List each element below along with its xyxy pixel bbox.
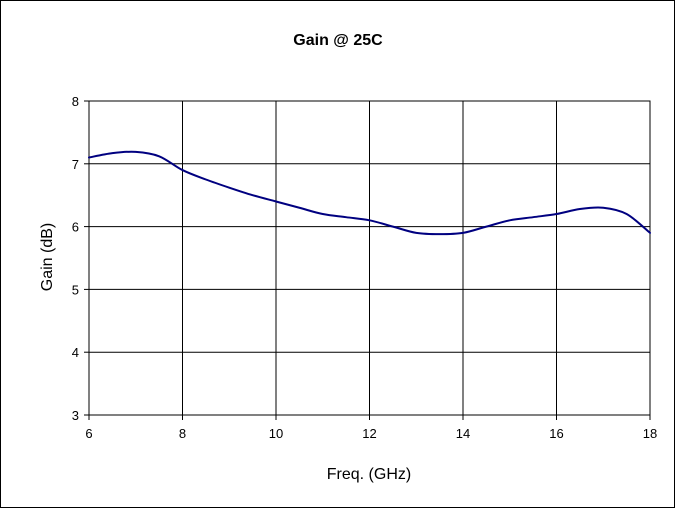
y-tick-label: 3 — [72, 408, 79, 423]
x-tick-label: 12 — [362, 426, 376, 441]
y-tick-label: 7 — [72, 157, 79, 172]
series-layer — [88, 150, 651, 236]
x-axis-title: Freq. (GHz) — [327, 466, 411, 483]
y-tick-label: 8 — [72, 94, 79, 109]
x-tick-label: 14 — [456, 426, 470, 441]
x-tick-label: 18 — [643, 426, 657, 441]
x-tick-label: 16 — [549, 426, 563, 441]
x-tick-label: 6 — [85, 426, 92, 441]
gain-series-line — [88, 150, 651, 236]
x-tick-label: 10 — [269, 426, 283, 441]
y-tick-label: 4 — [72, 345, 79, 360]
y-tick-label: 6 — [72, 220, 79, 235]
y-tick-label: 5 — [72, 282, 79, 297]
y-axis-title: Gain (dB) — [39, 223, 56, 291]
x-tick-label: 8 — [179, 426, 186, 441]
plot-area — [88, 100, 651, 416]
chart-title: Gain @ 25C — [293, 32, 383, 49]
grid-layer — [84, 100, 651, 420]
tick-labels: 6 8 10 12 14 16 18 3 4 5 6 7 8 — [72, 94, 657, 441]
